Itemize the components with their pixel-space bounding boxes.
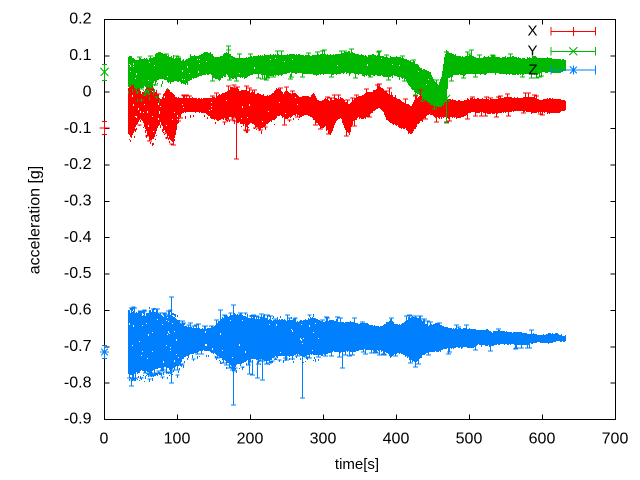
svg-text:400: 400 <box>383 431 410 448</box>
svg-text:300: 300 <box>310 431 337 448</box>
svg-text:-0.4: -0.4 <box>64 229 92 246</box>
svg-text:100: 100 <box>164 431 191 448</box>
svg-text:-0.1: -0.1 <box>64 120 92 137</box>
svg-text:-0.8: -0.8 <box>64 374 92 391</box>
svg-text:-0.5: -0.5 <box>64 265 92 282</box>
svg-text:acceleration [g]: acceleration [g] <box>27 166 44 275</box>
svg-text:X: X <box>527 23 537 40</box>
svg-text:700: 700 <box>602 431 629 448</box>
svg-text:Y: Y <box>527 43 537 60</box>
svg-text:-0.9: -0.9 <box>64 411 92 428</box>
svg-text:-0.3: -0.3 <box>64 193 92 210</box>
svg-text:0: 0 <box>100 431 109 448</box>
svg-text:500: 500 <box>456 431 483 448</box>
svg-text:200: 200 <box>237 431 264 448</box>
svg-text:600: 600 <box>529 431 556 448</box>
svg-text:0: 0 <box>83 83 92 100</box>
svg-text:-0.6: -0.6 <box>64 302 92 319</box>
svg-text:0.2: 0.2 <box>69 11 91 28</box>
svg-text:0.1: 0.1 <box>69 47 91 64</box>
svg-text:-0.2: -0.2 <box>64 156 92 173</box>
svg-text:time[s]: time[s] <box>335 456 379 473</box>
svg-text:Z: Z <box>528 62 537 79</box>
svg-text:-0.7: -0.7 <box>64 338 92 355</box>
